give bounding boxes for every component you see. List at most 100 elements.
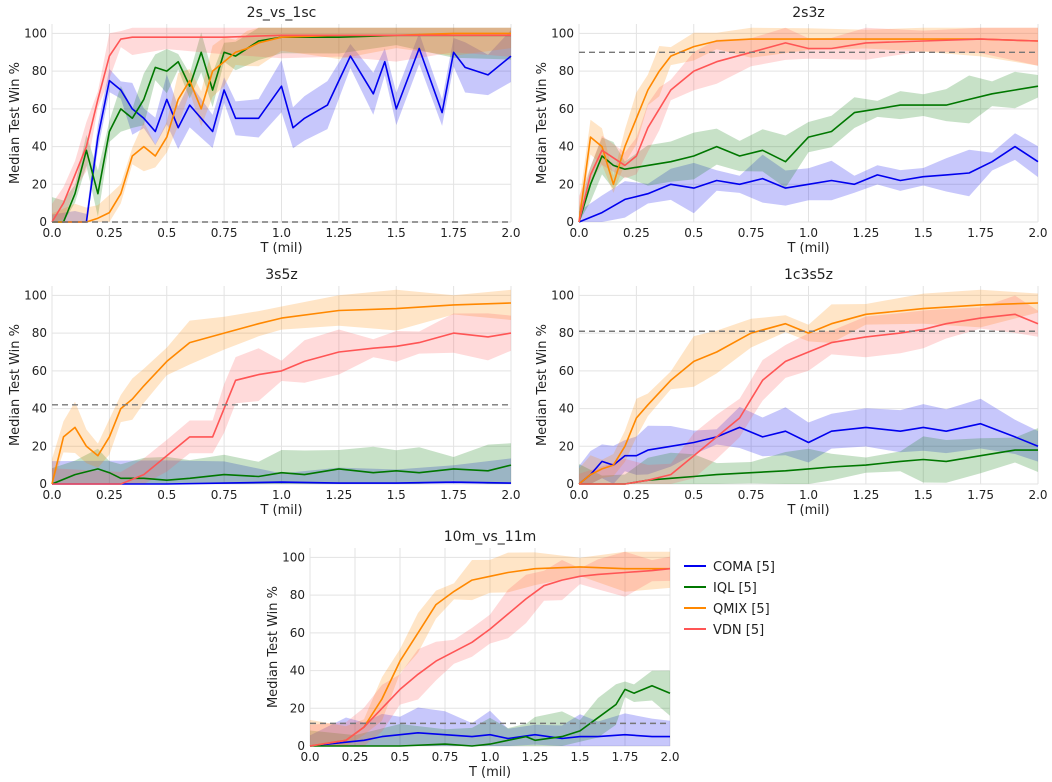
x-tick-label: 1.25: [326, 226, 353, 240]
legend-entry: QMIX [5]: [713, 602, 770, 617]
x-tick-label: 0.0: [569, 488, 588, 502]
y-tick-label: 60: [32, 102, 47, 116]
x-tick-label: 1.5: [914, 488, 933, 502]
series-band-3: [52, 313, 511, 484]
chart-title: 1c3s5z: [784, 267, 833, 283]
chart-title: 2s3z: [792, 5, 824, 21]
x-tick-label: 1.0: [272, 488, 291, 502]
series-line-0: [578, 422, 1039, 485]
y-tick-label: 60: [559, 364, 574, 378]
y-tick-label: 100: [282, 550, 305, 564]
y-tick-label: 80: [32, 64, 47, 78]
series-band-1: [52, 27, 511, 222]
series-band-0: [579, 133, 1038, 222]
series-line-1: [578, 85, 1039, 223]
series-line-0: [309, 731, 670, 747]
x-tick-label: 1.5: [570, 750, 589, 764]
series-band-3: [52, 27, 511, 222]
y-tick-label: 100: [24, 26, 47, 40]
legend-entry: IQL [5]: [713, 581, 757, 596]
series-band-0: [579, 398, 1038, 484]
x-tick-label: 2.0: [1028, 488, 1047, 502]
chart-panel-0: 0.0 0.25 0.5 0.75 1.0 1.25 1.5 1.75 2.0 0 20 40 60 80…: [8, 5, 521, 256]
series-line-0: [52, 481, 512, 485]
series-band-0: [52, 30, 511, 222]
x-tick-label: 1.5: [387, 488, 406, 502]
x-axis-label: T (mil): [468, 765, 511, 780]
y-tick-label: 0: [566, 215, 574, 229]
y-tick-label: 80: [559, 326, 574, 340]
series-line-2: [578, 302, 1039, 485]
x-tick-label: 0.0: [569, 226, 588, 240]
x-tick-label: 1.0: [272, 226, 291, 240]
x-axis-label: T (mil): [259, 503, 302, 518]
series-band-2: [579, 27, 1038, 222]
x-axis-label: T (mil): [786, 241, 829, 256]
x-tick-label: 0.0: [300, 750, 319, 764]
legend-entry: VDN [5]: [713, 623, 764, 638]
x-tick-label: 0.25: [96, 226, 123, 240]
x-tick-label: 1.5: [387, 226, 406, 240]
x-tick-label: 0.25: [623, 488, 650, 502]
y-tick-label: 20: [559, 177, 574, 191]
y-axis-label: Median Test Win %: [266, 586, 281, 708]
y-tick-label: 20: [32, 177, 47, 191]
x-tick-label: 1.25: [853, 488, 880, 502]
x-tick-label: 0.5: [157, 226, 176, 240]
y-tick-label: 80: [559, 64, 574, 78]
y-tick-label: 20: [32, 439, 47, 453]
y-tick-label: 80: [290, 588, 305, 602]
series-line-2: [51, 302, 512, 485]
x-tick-label: 1.75: [967, 488, 994, 502]
x-tick-label: 0.75: [738, 226, 765, 240]
series-band-3: [579, 27, 1038, 222]
series-band-0: [52, 458, 511, 484]
x-tick-label: 1.75: [967, 226, 994, 240]
y-tick-label: 0: [39, 477, 47, 491]
x-tick-label: 1.25: [522, 750, 549, 764]
series-line-2: [578, 38, 1039, 223]
x-tick-label: 2.0: [501, 488, 520, 502]
chart-panel-2: 0.0 0.25 0.5 0.75 1.0 1.25 1.5 1.75 2.0 0 20 40 60 80…: [8, 267, 521, 518]
x-tick-label: 1.0: [480, 750, 499, 764]
series-band-2: [52, 27, 511, 222]
series-line-3: [578, 38, 1039, 223]
x-tick-label: 2.0: [1028, 226, 1047, 240]
x-tick-label: 0.5: [684, 226, 703, 240]
series-band-1: [579, 71, 1038, 222]
y-tick-label: 40: [290, 664, 305, 678]
x-tick-label: 0.25: [96, 488, 123, 502]
y-tick-label: 60: [290, 626, 305, 640]
x-tick-label: 1.5: [914, 226, 933, 240]
chart-title: 10m_vs_11m: [444, 529, 536, 545]
x-axis-label: T (mil): [786, 503, 829, 518]
chart-panel-4: 0.0 0.25 0.5 0.75 1.0 1.25 1.5 1.75 2.0 0 20 40 60 80…: [266, 529, 680, 780]
chart-panel-3: 0.0 0.25 0.5 0.75 1.0 1.25 1.5 1.75 2.0 0 20 40 60 80…: [535, 267, 1048, 518]
series-band-3: [310, 551, 670, 746]
y-tick-label: 20: [290, 701, 305, 715]
y-tick-label: 100: [551, 288, 574, 302]
series-line-1: [310, 684, 671, 747]
y-tick-label: 100: [551, 26, 574, 40]
series-line-3: [579, 313, 1039, 485]
y-axis-label: Median Test Win %: [8, 62, 23, 184]
x-tick-label: 0.25: [623, 226, 650, 240]
y-tick-label: 0: [566, 477, 574, 491]
series-line-2: [309, 566, 670, 747]
series-line-3: [51, 34, 511, 223]
y-tick-label: 80: [32, 326, 47, 340]
y-tick-label: 40: [559, 140, 574, 154]
y-axis-label: Median Test Win %: [535, 324, 550, 446]
y-tick-label: 100: [24, 288, 47, 302]
x-tick-label: 0.0: [42, 226, 61, 240]
y-tick-label: 40: [559, 402, 574, 416]
x-tick-label: 0.75: [211, 226, 238, 240]
chart-title: 2s_vs_1sc: [247, 5, 317, 21]
series-band-1: [310, 670, 670, 746]
x-tick-label: 0.75: [211, 488, 238, 502]
x-tick-label: 0.0: [42, 488, 61, 502]
x-tick-label: 1.0: [799, 488, 818, 502]
x-tick-label: 2.0: [660, 750, 679, 764]
y-axis-label: Median Test Win %: [8, 324, 23, 446]
